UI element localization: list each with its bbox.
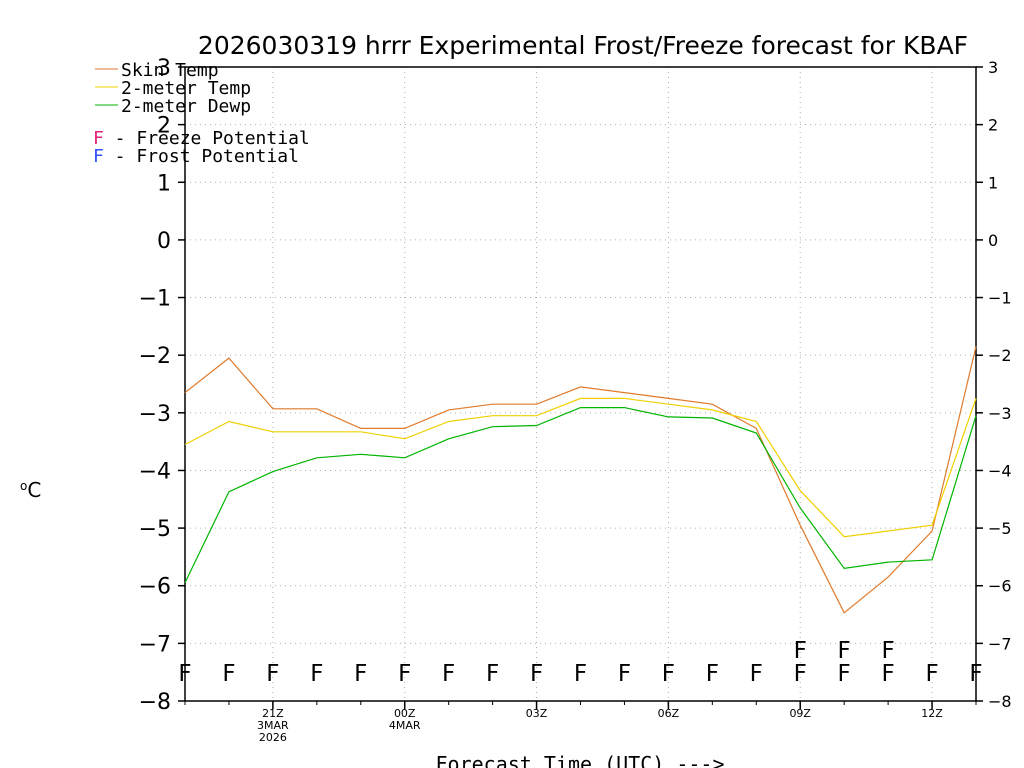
legend-frost-marker: F: [93, 146, 104, 167]
y-tick-label-left: −2: [139, 344, 171, 369]
y-tick-label-right: 0: [988, 231, 998, 250]
y-tick-label-left: −8: [139, 690, 171, 715]
legend-freeze-potential: F - Freeze Potential: [93, 128, 310, 149]
frost-flag: F: [881, 638, 894, 664]
y-axis-label: oC: [20, 478, 41, 502]
y-tick-label-left: −5: [139, 517, 171, 542]
x-tick-label: 03Z: [526, 707, 548, 720]
y-axis-right: −8 −7 −6 −5 −4 −3 −2 −1 0 1 2 3: [976, 58, 1012, 711]
y-tick-label-right: −5: [988, 519, 1012, 538]
y-tick-label-right: −2: [988, 346, 1012, 365]
series-line-skin-temp: [184, 346, 977, 614]
chart-title: 2026030319 hrrr Experimental Frost/Freez…: [198, 31, 968, 60]
gridlines: [185, 67, 976, 701]
legend-label-skin-temp: Skin Temp: [121, 60, 219, 81]
freeze-flag: F: [178, 661, 191, 687]
freeze-flag: F: [530, 661, 543, 687]
freeze-flag: F: [838, 661, 851, 687]
freeze-flag: F: [310, 661, 323, 687]
freeze-flag: F: [969, 661, 982, 687]
frost-flag: F: [838, 638, 851, 664]
y-tick-label-left: −6: [139, 575, 171, 600]
freeze-flag: F: [222, 661, 235, 687]
freeze-flag: F: [398, 661, 411, 687]
x-tick-label: 2026: [259, 731, 287, 744]
x-tick-label: 00Z: [394, 707, 416, 720]
y-tick-label-left: 3: [157, 56, 171, 81]
series-line-2-meter-temp: [184, 397, 977, 538]
legend-label-2m-dewp: 2-meter Dewp: [121, 96, 251, 117]
legend-freeze-marker: F: [93, 128, 104, 149]
legend: Skin Temp 2-meter Temp 2-meter Dewp F - …: [93, 60, 310, 167]
freeze-flag: F: [662, 661, 675, 687]
y-tick-label-right: 2: [988, 116, 998, 135]
freeze-flag: F: [750, 661, 763, 687]
y-tick-label-right: −3: [988, 404, 1012, 423]
series-lines: [184, 346, 977, 614]
series-line-2-meter-dewp: [184, 407, 977, 584]
freeze-flag: F: [794, 661, 807, 687]
y-axis-label-unit: C: [27, 478, 41, 502]
y-tick-label-left: 0: [157, 229, 171, 254]
freeze-flag: F: [925, 661, 938, 687]
plot-frame: [184, 66, 977, 702]
y-tick-label-right: 3: [988, 58, 998, 77]
y-tick-label-left: −3: [139, 402, 171, 427]
y-axis-label-degree: o: [20, 479, 27, 493]
x-axis-label: Forecast Time (UTC) --->: [436, 752, 725, 768]
legend-label-2m-temp: 2-meter Temp: [121, 78, 251, 99]
freeze-flag: F: [574, 661, 587, 687]
y-tick-label-left: 1: [157, 171, 171, 196]
freeze-flag: F: [266, 661, 279, 687]
x-tick-label: 4MAR: [389, 719, 421, 732]
freeze-flag: F: [486, 661, 499, 687]
y-tick-label-left: 2: [157, 114, 171, 139]
y-tick-label-right: −4: [988, 461, 1012, 480]
legend-frost-potential: F - Frost Potential: [93, 146, 299, 167]
y-tick-label-right: 1: [988, 173, 998, 192]
x-tick-label: 21Z: [262, 707, 284, 720]
y-tick-label-left: −4: [139, 459, 171, 484]
legend-freeze-text: - Freeze Potential: [104, 128, 310, 149]
freeze-flag: F: [354, 661, 367, 687]
x-tick-label: 09Z: [789, 707, 811, 720]
x-tick-label: 3MAR: [257, 719, 289, 732]
y-tick-label-right: −6: [988, 577, 1012, 596]
freeze-flag: F: [442, 661, 455, 687]
y-tick-label-right: −8: [988, 692, 1012, 711]
frost-flag: F: [794, 638, 807, 664]
y-tick-label-right: −1: [988, 289, 1012, 308]
potential-flags: F F F F F F F F F F F F F F F F F F FF F F: [178, 638, 982, 687]
y-axis-left: −8 −7 −6 −5 −4 −3 −2 −1 0 1 2 3: [139, 56, 185, 715]
legend-frost-text: - Frost Potential: [104, 146, 299, 167]
freeze-flag: F: [881, 661, 894, 687]
x-tick-label: 12Z: [921, 707, 943, 720]
y-tick-label-left: −7: [139, 632, 171, 657]
freeze-flag: F: [618, 661, 631, 687]
freeze-flag: F: [706, 661, 719, 687]
x-tick-label: 06Z: [658, 707, 680, 720]
y-tick-label-left: −1: [139, 287, 171, 312]
y-tick-label-right: −7: [988, 634, 1012, 653]
